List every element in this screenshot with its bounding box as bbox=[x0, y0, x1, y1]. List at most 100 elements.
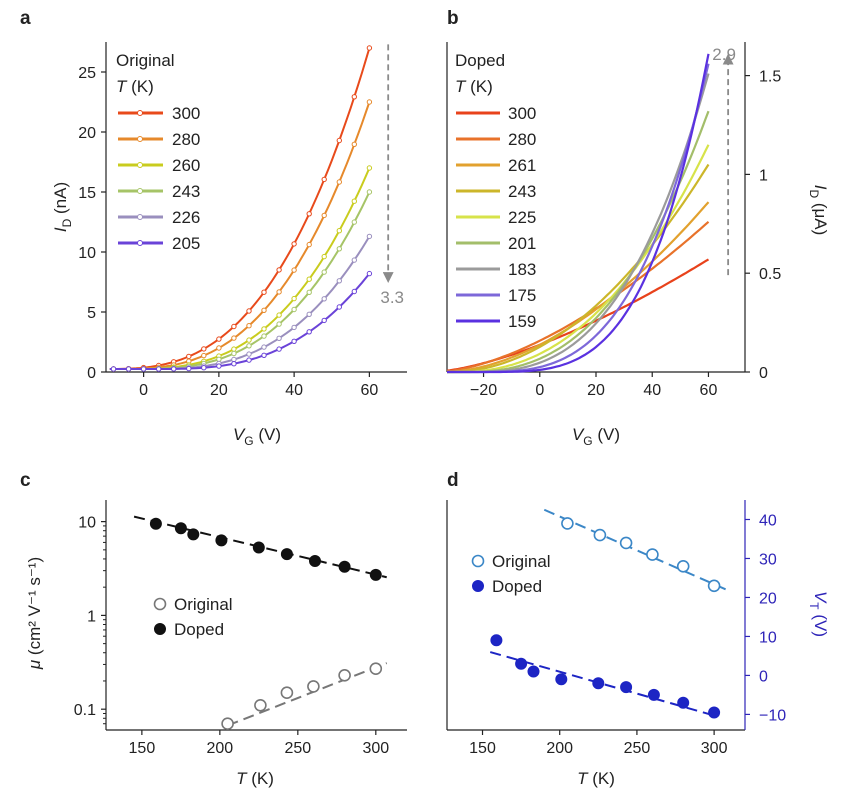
a-data-point-280 bbox=[351, 141, 357, 148]
d-data-point-doped bbox=[555, 673, 568, 686]
a-data-point-243 bbox=[231, 350, 237, 357]
c-legend-marker-doped bbox=[154, 623, 166, 635]
c-data-point-original bbox=[307, 680, 320, 693]
c-y-tick-label: 1 bbox=[87, 608, 96, 625]
a-data-point-300 bbox=[201, 346, 207, 352]
a-data-point-226 bbox=[321, 296, 327, 302]
panel-d: d 150 200 250 300 −10 0 10 20 30 40 Original Doped T … bbox=[446, 470, 830, 788]
a-legend-label-226: 226 bbox=[172, 208, 200, 227]
b-series-line-225 bbox=[447, 144, 710, 374]
b-x-tick-label: 40 bbox=[643, 382, 661, 399]
d-x-tick-label: 150 bbox=[469, 740, 496, 757]
a-data-point-226 bbox=[306, 311, 312, 317]
a-data-point-280 bbox=[306, 241, 312, 248]
a-x-tick-label: 40 bbox=[285, 382, 303, 399]
panel-label-c: c bbox=[20, 470, 31, 491]
d-legend-label-original: Original bbox=[492, 552, 551, 571]
a-data-point-280 bbox=[291, 267, 297, 273]
b-annotation-label: 2.9 bbox=[712, 45, 736, 64]
c-fit-line-original bbox=[227, 662, 388, 727]
d-legend-marker-original bbox=[471, 554, 485, 568]
d-y-axis-label-sub: T bbox=[807, 602, 821, 610]
a-data-point-226 bbox=[291, 324, 297, 331]
a-data-point-205 bbox=[306, 329, 312, 335]
a-data-point-205 bbox=[156, 366, 162, 372]
a-data-point-243 bbox=[246, 343, 252, 349]
c-legend-label-original: Original bbox=[174, 595, 233, 614]
c-data-point-doped bbox=[149, 517, 162, 530]
a-data-point-300 bbox=[351, 94, 357, 100]
a-legend-label-205: 205 bbox=[172, 234, 200, 253]
a-x-tick-label: 20 bbox=[210, 382, 228, 399]
a-legend-unit: (K) bbox=[126, 77, 153, 96]
b-series-line-159 bbox=[447, 53, 710, 374]
a-data-point-205 bbox=[186, 365, 192, 372]
a-x-axis-label-sub: G bbox=[244, 434, 253, 448]
d-data-point-original bbox=[561, 517, 574, 530]
a-data-point-205 bbox=[140, 366, 147, 372]
a-data-point-260 bbox=[261, 326, 267, 332]
c-x-tick-label: 200 bbox=[206, 740, 233, 757]
a-x-axis-label: VG (V) bbox=[233, 425, 281, 448]
b-y-tick-label: 0.5 bbox=[759, 266, 781, 283]
a-data-point-280 bbox=[321, 212, 327, 219]
d-data-point-doped bbox=[677, 696, 690, 709]
a-x-axis-label-unit: (V) bbox=[254, 425, 281, 444]
c-y-axis-label-unit: (cm² V⁻¹ s⁻¹) bbox=[25, 557, 44, 660]
a-x-tick-label: 60 bbox=[360, 382, 378, 399]
a-legend-label-260: 260 bbox=[172, 156, 200, 175]
b-y-axis-label-var: I bbox=[811, 185, 830, 190]
c-x-axis-label-unit: (K) bbox=[247, 769, 274, 788]
c-x-tick-label: 300 bbox=[362, 740, 389, 757]
b-y-axis-label: ID (μA) bbox=[807, 185, 830, 236]
b-y-tick-label: 1 bbox=[759, 167, 768, 184]
a-data-point-280 bbox=[276, 289, 282, 295]
d-data-point-doped bbox=[647, 688, 660, 701]
a-data-point-260 bbox=[366, 165, 373, 171]
a-data-point-205 bbox=[110, 366, 117, 372]
b-legend-var: T bbox=[455, 77, 467, 96]
a-data-point-243 bbox=[321, 269, 327, 275]
a-data-point-280 bbox=[231, 335, 237, 341]
a-data-point-260 bbox=[336, 228, 342, 234]
c-data-point-doped bbox=[369, 568, 382, 581]
a-legend-var: T bbox=[116, 77, 128, 96]
d-x-axis-label: T (K) bbox=[577, 769, 615, 788]
a-data-point-260 bbox=[321, 253, 327, 260]
a-data-point-280 bbox=[216, 345, 222, 351]
b-y-tick-label: 1.5 bbox=[759, 69, 781, 86]
a-annotation-label: 3.3 bbox=[380, 288, 404, 307]
a-data-point-300 bbox=[186, 353, 192, 360]
a-data-point-243 bbox=[336, 246, 342, 252]
a-data-point-300 bbox=[246, 308, 252, 314]
d-y-tick-label: 20 bbox=[759, 590, 777, 607]
b-legend-label-280: 280 bbox=[508, 130, 536, 149]
d-data-point-original bbox=[619, 536, 633, 550]
c-y-tick-label: 0.1 bbox=[74, 702, 96, 719]
a-data-point-300 bbox=[336, 137, 342, 144]
a-data-point-226 bbox=[366, 233, 373, 240]
a-data-point-280 bbox=[201, 352, 207, 359]
c-y-axis-label-var: μ bbox=[25, 659, 44, 670]
a-data-point-205 bbox=[231, 361, 237, 367]
a-y-tick-label: 15 bbox=[78, 185, 96, 202]
a-data-point-205 bbox=[171, 366, 177, 372]
b-legend-subtitle: T (K) bbox=[455, 77, 493, 96]
a-legend-label-300: 300 bbox=[172, 104, 200, 123]
a-x-tick-label: 0 bbox=[139, 382, 148, 399]
d-data-point-doped bbox=[490, 634, 503, 647]
c-x-axis-label-var: T bbox=[236, 769, 248, 788]
a-y-tick-label: 10 bbox=[78, 245, 96, 262]
a-y-tick-label: 25 bbox=[78, 65, 96, 82]
a-data-point-280 bbox=[366, 99, 373, 105]
c-data-point-original bbox=[280, 686, 294, 700]
a-data-point-243 bbox=[276, 321, 282, 327]
a-legend-subtitle: T (K) bbox=[116, 77, 154, 96]
a-data-point-280 bbox=[246, 323, 252, 329]
d-y-tick-label: 0 bbox=[759, 668, 768, 685]
c-data-point-doped bbox=[309, 555, 321, 567]
d-data-point-doped bbox=[708, 706, 721, 719]
d-y-tick-label: −10 bbox=[759, 707, 786, 724]
d-data-point-doped bbox=[527, 665, 540, 678]
panel-label-b: b bbox=[447, 8, 459, 29]
